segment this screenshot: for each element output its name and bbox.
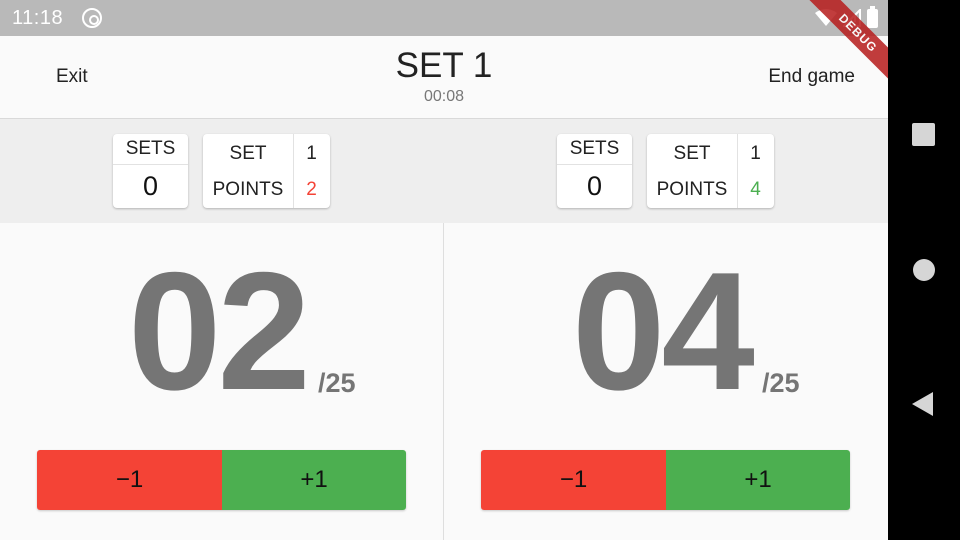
battery-icon <box>867 5 878 28</box>
set-value: 1 <box>306 143 317 164</box>
increment-button[interactable]: +1 <box>222 450 406 510</box>
match-timer: 00:08 <box>423 88 465 105</box>
home-icon[interactable] <box>913 259 935 281</box>
score-max: /25 <box>762 368 800 398</box>
decrement-button[interactable]: −1 <box>481 450 666 510</box>
set-value: 1 <box>750 143 761 164</box>
score-buttons: −1 +1 <box>481 450 850 510</box>
set-points-card: SET 1 POINTS 4 <box>647 134 774 208</box>
points-value: 2 <box>306 179 317 200</box>
score-summary-bar: SETS 0 SET 1 POINTS 4 <box>444 119 888 223</box>
team-panel-right: SETS 0 SET 1 POINTS 4 04 /25 −1 +1 <box>444 119 888 540</box>
back-icon[interactable] <box>912 392 933 416</box>
divider <box>557 164 632 165</box>
set-label: SET <box>229 143 267 164</box>
app-screen: 11:18 DEBUG Exit SET 1 00:08 End game SE… <box>0 0 888 540</box>
sets-label: SETS <box>569 138 620 159</box>
score-display: 02 /25 <box>0 237 444 425</box>
divider <box>293 134 294 208</box>
points-label: POINTS <box>212 179 284 200</box>
score-number: 04 <box>572 237 755 425</box>
sets-card: SETS 0 <box>557 134 632 208</box>
sets-value: 0 <box>586 171 603 201</box>
end-game-button[interactable]: End game <box>768 66 855 87</box>
status-time: 11:18 <box>12 7 64 29</box>
points-value: 4 <box>750 179 761 200</box>
sets-value: 0 <box>142 171 159 201</box>
score-max: /25 <box>318 368 356 398</box>
set-title: SET 1 <box>395 46 493 85</box>
increment-button[interactable]: +1 <box>666 450 850 510</box>
recent-apps-icon[interactable] <box>912 123 935 146</box>
score-display: 04 /25 <box>444 237 888 425</box>
sets-label: SETS <box>125 138 176 159</box>
exit-button[interactable]: Exit <box>56 66 88 87</box>
score-number: 02 <box>128 237 311 425</box>
sets-card: SETS 0 <box>113 134 188 208</box>
divider <box>113 164 188 165</box>
app-header: Exit SET 1 00:08 End game <box>0 36 888 119</box>
status-bar: 11:18 <box>0 0 888 36</box>
decrement-button[interactable]: −1 <box>37 450 222 510</box>
points-label: POINTS <box>656 179 728 200</box>
app-notification-icon <box>82 8 102 28</box>
divider <box>737 134 738 208</box>
score-summary-bar: SETS 0 SET 1 POINTS 2 <box>0 119 444 223</box>
team-panel-left: SETS 0 SET 1 POINTS 2 02 /25 −1 +1 <box>0 119 444 540</box>
score-buttons: −1 +1 <box>37 450 406 510</box>
set-label: SET <box>673 143 711 164</box>
set-points-card: SET 1 POINTS 2 <box>203 134 330 208</box>
